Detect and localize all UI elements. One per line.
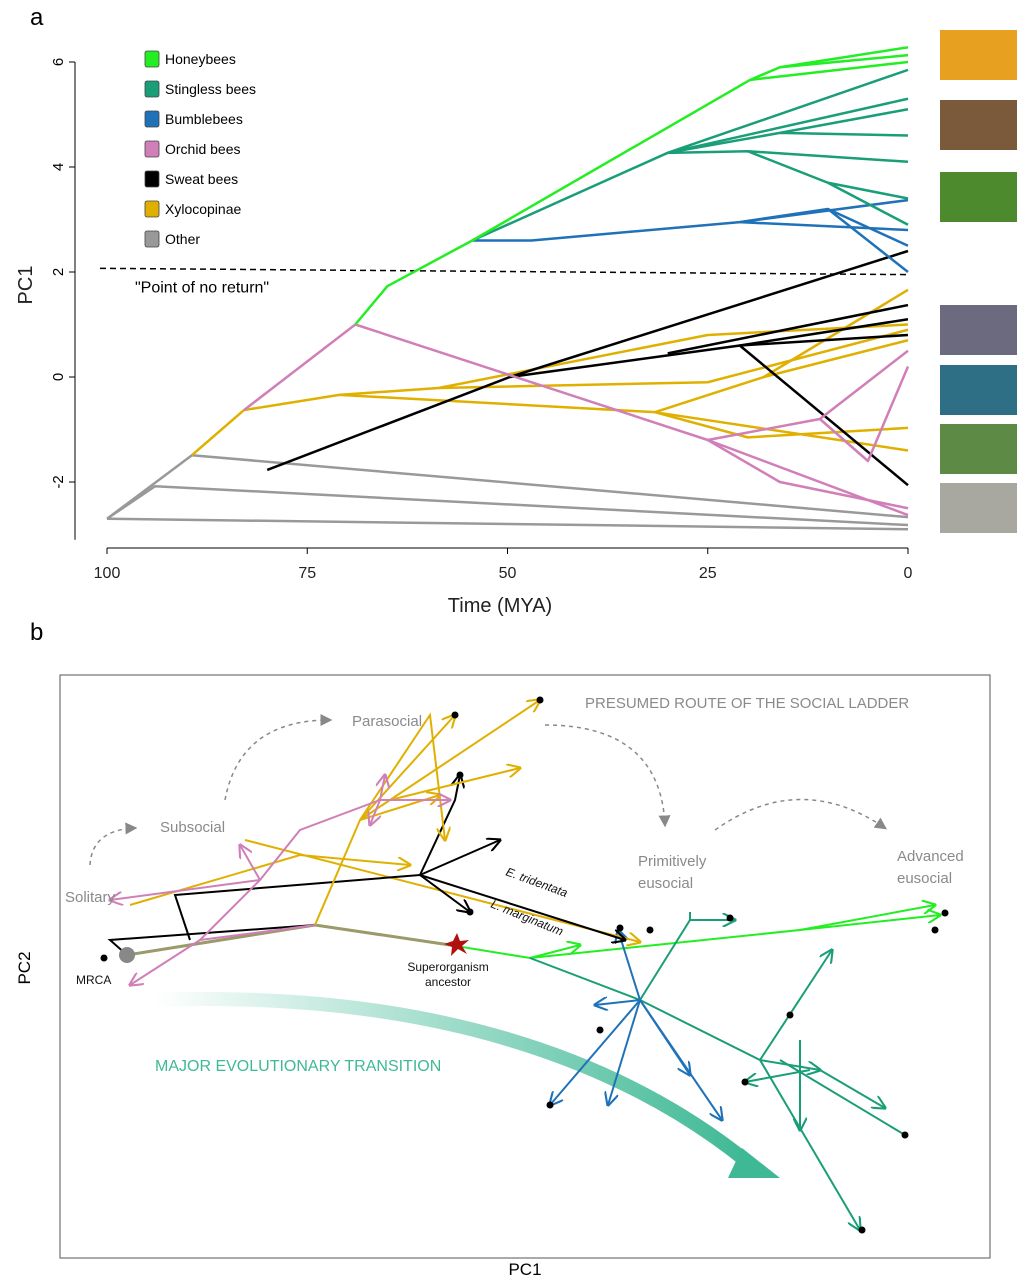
y-axis-label: PC2 bbox=[15, 951, 34, 984]
annotation: MRCA bbox=[76, 973, 111, 987]
legend-swatch bbox=[145, 141, 159, 157]
y-tick-label: -2 bbox=[50, 475, 67, 488]
branch bbox=[740, 222, 908, 230]
annotation: ancestor bbox=[425, 975, 471, 989]
x-axis-label: PC1 bbox=[508, 1260, 541, 1279]
branch bbox=[764, 340, 908, 377]
x-tick-label: 100 bbox=[94, 565, 121, 582]
branch bbox=[740, 209, 908, 246]
annotation: Solitary bbox=[65, 889, 116, 906]
annotation: eusocial bbox=[638, 875, 693, 892]
branch bbox=[748, 151, 908, 198]
branch bbox=[244, 325, 355, 411]
route-arrow bbox=[225, 720, 330, 800]
branch bbox=[192, 410, 244, 455]
branch bbox=[355, 47, 908, 324]
y-tick-label: 6 bbox=[50, 58, 67, 66]
legend-swatch bbox=[145, 231, 159, 247]
branch bbox=[640, 920, 735, 1000]
plot-frame bbox=[60, 675, 990, 1258]
annotation: Primitively bbox=[638, 853, 707, 870]
legend-label: Orchid bees bbox=[165, 141, 240, 157]
ancestor-star bbox=[444, 933, 469, 956]
x-tick-label: 0 bbox=[904, 565, 913, 582]
annotation: Subsocial bbox=[160, 819, 225, 836]
branch bbox=[107, 519, 908, 530]
page: a Time (MYA) PC1 -2 0 2 4 6 100 75 50 25 0 "Point … bbox=[0, 0, 1017, 1284]
y-tick-label: 0 bbox=[50, 373, 67, 381]
branch bbox=[760, 950, 832, 1060]
legend-label: Stingless bees bbox=[165, 81, 256, 97]
annotation: MAJOR EVOLUTIONARY TRANSITION bbox=[155, 1058, 441, 1075]
annotation: Parasocial bbox=[352, 713, 422, 730]
branch bbox=[640, 1000, 690, 1075]
photo bbox=[940, 305, 1017, 355]
branch bbox=[200, 800, 450, 940]
photo bbox=[940, 100, 1017, 150]
photo bbox=[940, 424, 1017, 474]
legend-label: Honeybees bbox=[165, 51, 236, 67]
route-arrow bbox=[90, 828, 135, 865]
photo bbox=[940, 172, 1017, 222]
photo bbox=[940, 483, 1017, 533]
y-tick-label: 2 bbox=[50, 268, 67, 276]
panel-label: a bbox=[30, 4, 44, 31]
branch bbox=[420, 840, 500, 875]
legend-swatch bbox=[145, 51, 159, 67]
thumbnails bbox=[940, 30, 1017, 533]
annotation: eusocial bbox=[897, 870, 952, 887]
panel-a: -2 0 2 4 6 100 75 50 25 0 "Point of no return" Hone… bbox=[50, 47, 913, 582]
figure: a Time (MYA) PC1 -2 0 2 4 6 100 75 50 25 0 "Point … bbox=[0, 0, 1017, 1279]
x-axis-label: Time (MYA) bbox=[448, 595, 552, 617]
legend-label: Xylocopinae bbox=[165, 201, 241, 217]
branch bbox=[740, 335, 908, 346]
branch bbox=[668, 133, 908, 153]
branch bbox=[510, 251, 908, 377]
branch bbox=[595, 1000, 640, 1005]
route-arrow bbox=[545, 725, 665, 825]
legend-swatch bbox=[145, 201, 159, 217]
route-arrow bbox=[715, 799, 885, 830]
annotation: PRESUMED ROUTE OF THE SOCIAL LADDER bbox=[585, 695, 909, 712]
transition-arrow bbox=[155, 999, 780, 1178]
annotation: Advanced bbox=[897, 848, 964, 865]
branch bbox=[708, 351, 908, 440]
legend-swatch bbox=[145, 81, 159, 97]
legend-label: Bumblebees bbox=[165, 111, 243, 127]
y-axis-label: PC1 bbox=[15, 266, 37, 305]
photo bbox=[940, 365, 1017, 415]
x-tick-label: 75 bbox=[298, 565, 316, 582]
threshold-line bbox=[100, 268, 908, 274]
branch bbox=[655, 412, 908, 437]
branch bbox=[668, 151, 908, 162]
legend-label: Sweat bees bbox=[165, 171, 238, 187]
legend-swatch bbox=[145, 111, 159, 127]
x-tick-label: 50 bbox=[499, 565, 517, 582]
branch bbox=[240, 845, 260, 880]
branch bbox=[668, 305, 908, 353]
legend-label: Other bbox=[165, 231, 200, 247]
photo bbox=[940, 30, 1017, 80]
legend-swatch bbox=[145, 171, 159, 187]
route-arrows bbox=[90, 720, 885, 865]
annotation: Superorganism bbox=[407, 960, 488, 974]
x-tick-label: 25 bbox=[699, 565, 717, 582]
branch bbox=[360, 715, 445, 840]
branch bbox=[107, 455, 908, 519]
panel-label: b bbox=[30, 619, 43, 646]
branch bbox=[355, 325, 908, 516]
threshold-label: "Point of no return" bbox=[135, 279, 269, 296]
y-tick-label: 4 bbox=[50, 163, 67, 171]
branch bbox=[127, 925, 450, 955]
branch bbox=[130, 925, 315, 985]
branch bbox=[820, 367, 908, 462]
tree-b bbox=[110, 700, 940, 1230]
annotation: E. tridentata bbox=[504, 865, 570, 900]
mrca-dot bbox=[119, 947, 135, 963]
